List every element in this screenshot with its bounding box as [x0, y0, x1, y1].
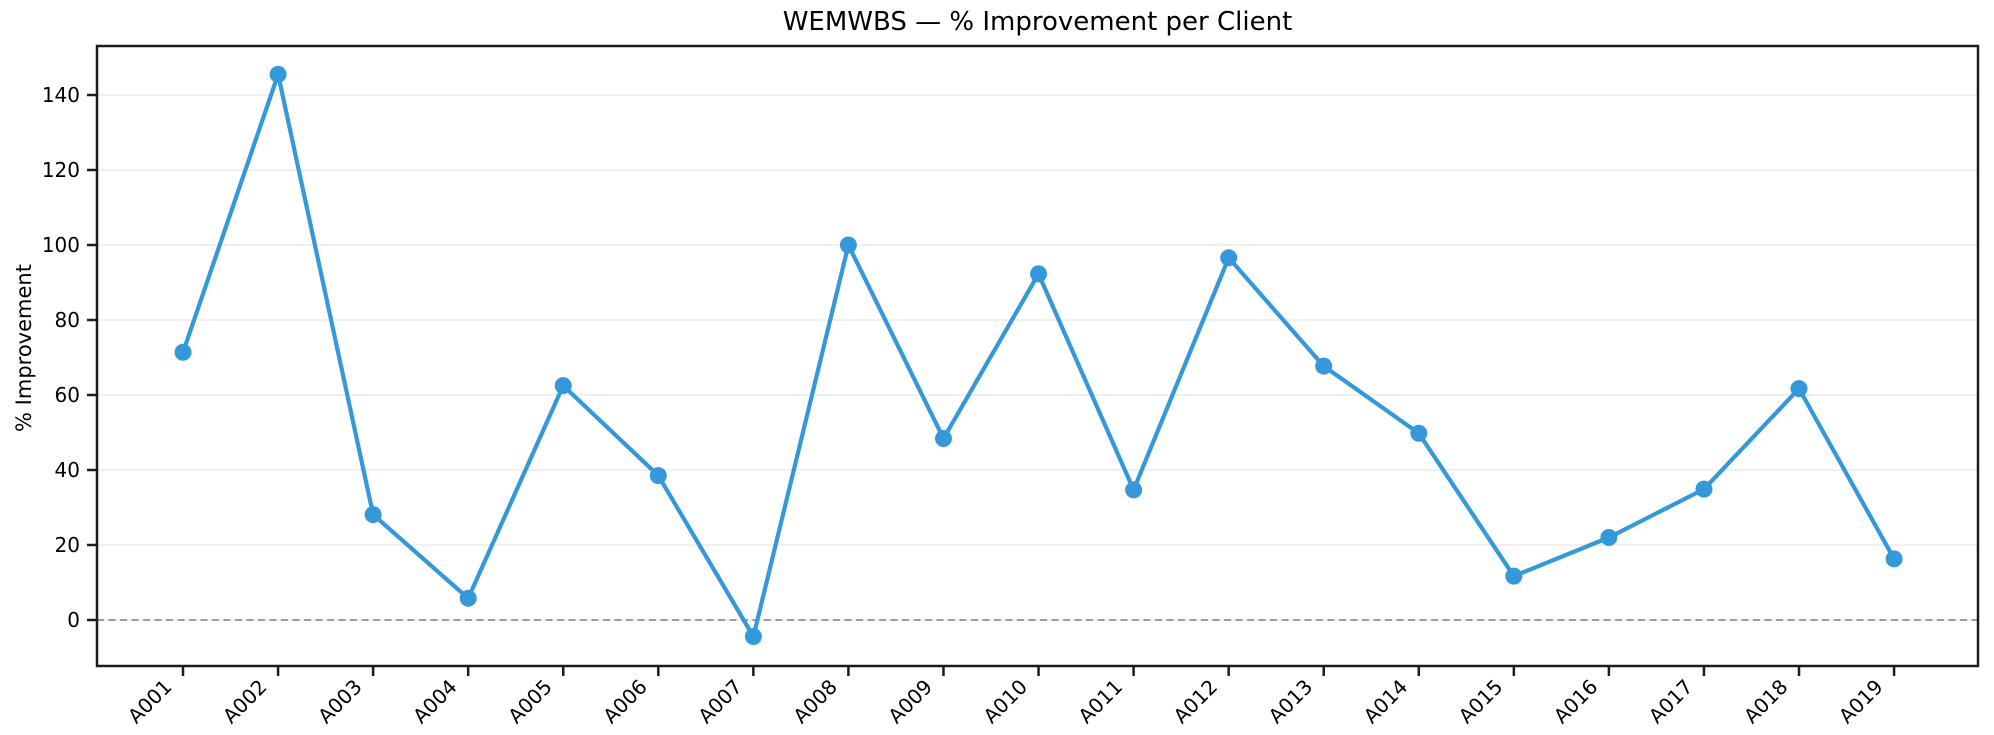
data-point-A011 — [1125, 481, 1143, 499]
chart-title: WEMWBS — % Improvement per Client — [782, 7, 1293, 37]
x-tick-label: A013 — [1264, 675, 1318, 729]
data-point-A018 — [1790, 380, 1808, 398]
data-point-A015 — [1505, 567, 1523, 585]
data-point-A006 — [649, 467, 667, 485]
data-point-A014 — [1410, 424, 1428, 442]
data-point-A009 — [935, 430, 952, 447]
data-point-A017 — [1695, 480, 1713, 498]
data-point-A013 — [1315, 357, 1333, 375]
data-point-A002 — [269, 65, 287, 83]
y-tick-label: 20 — [55, 533, 80, 557]
x-tick-label: A010 — [978, 675, 1032, 729]
data-point-A012 — [1220, 249, 1238, 267]
y-tick-label: 140 — [42, 83, 80, 107]
data-point-A007 — [744, 628, 762, 645]
data-point-A008 — [839, 236, 857, 254]
y-tick-label: 40 — [55, 458, 80, 482]
y-tick-label: 120 — [42, 158, 80, 182]
x-tick-label: A008 — [788, 675, 842, 729]
y-tick-label: 0 — [67, 608, 80, 632]
data-point-A010 — [1030, 265, 1047, 283]
x-tick-label: A006 — [598, 675, 652, 729]
x-tick-label: A015 — [1454, 675, 1508, 729]
x-tick-label: A018 — [1739, 675, 1793, 729]
data-point-A019 — [1885, 550, 1903, 568]
data-point-A004 — [459, 589, 477, 607]
series-line — [180, 72, 1897, 639]
data-point-A005 — [554, 377, 572, 395]
y-tick-label: 60 — [55, 383, 80, 407]
x-tick-label: A017 — [1644, 675, 1698, 729]
x-tick-label: A002 — [218, 675, 272, 729]
x-tick-label: A011 — [1073, 675, 1127, 729]
x-tick-label: A007 — [693, 675, 747, 729]
x-tick-label: A003 — [313, 675, 367, 729]
x-tick-label: A012 — [1169, 675, 1223, 729]
x-tick-label: A019 — [1834, 675, 1888, 729]
data-point-A001 — [174, 343, 192, 361]
y-tick-label: 80 — [55, 308, 80, 332]
plot-border — [95, 44, 1980, 668]
data-point-A003 — [364, 506, 382, 524]
x-tick-label: A009 — [883, 675, 937, 729]
x-tick-label: A016 — [1549, 675, 1603, 729]
x-tick-label: A001 — [123, 675, 177, 729]
y-tick-label: 100 — [42, 233, 80, 257]
x-tick-label: A004 — [408, 675, 462, 729]
data-point-A016 — [1600, 529, 1618, 546]
x-tick-label: A014 — [1359, 675, 1413, 729]
x-tick-label: A005 — [503, 675, 557, 729]
